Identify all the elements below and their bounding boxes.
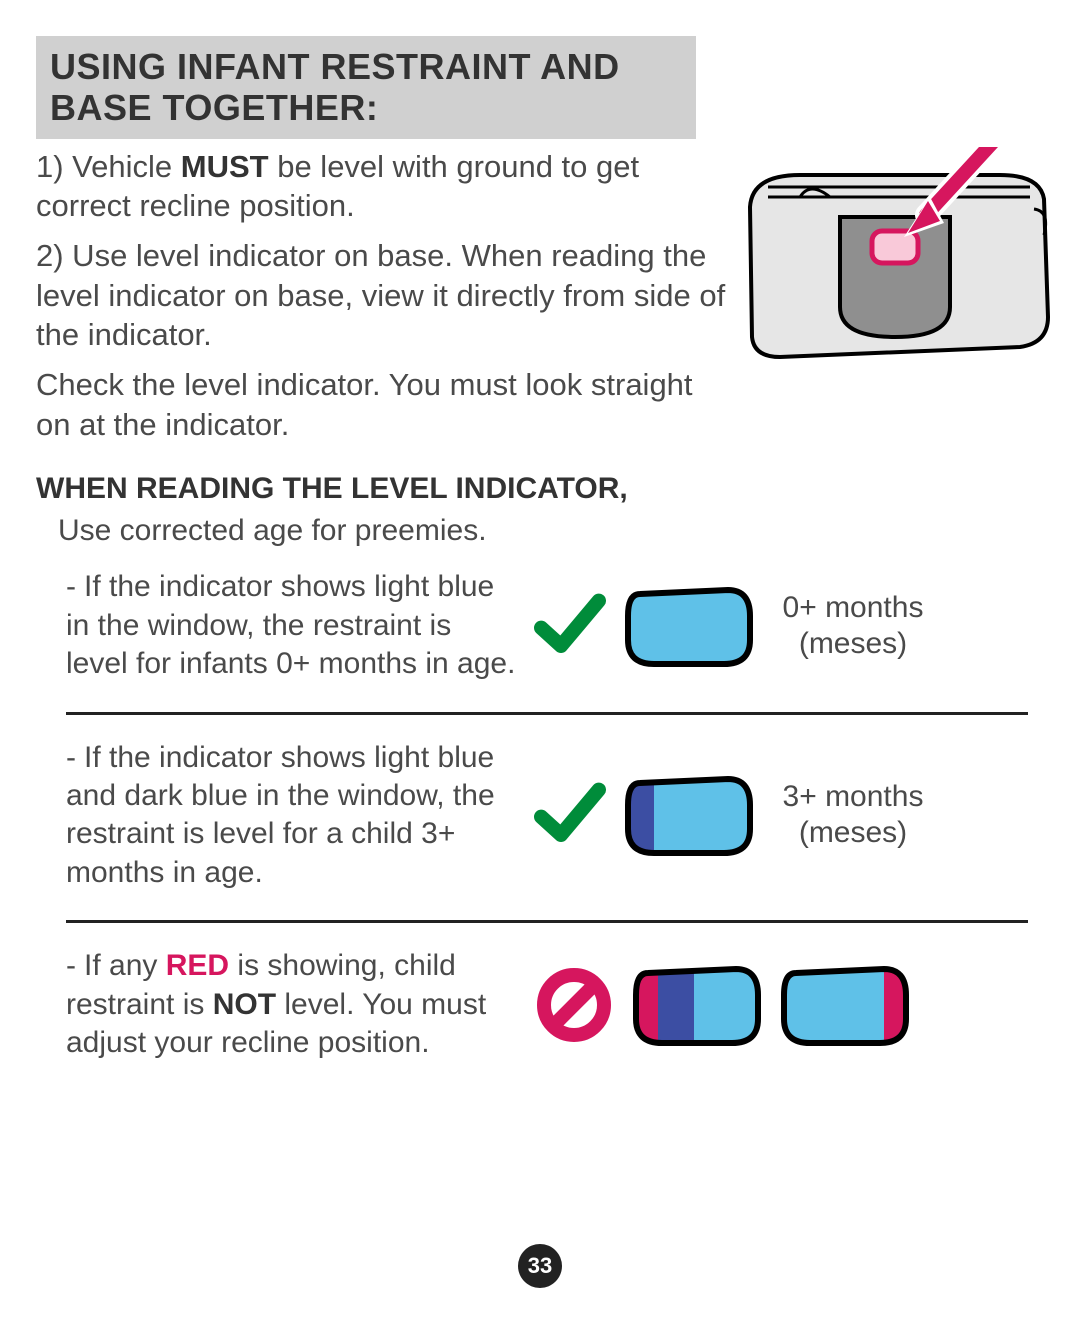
row2-text: -If any RED is showing, child restraint … — [66, 947, 516, 1062]
step-2: 2) Use level indicator on base. When rea… — [36, 236, 726, 355]
indicator-window-red-right — [780, 961, 910, 1049]
indicator-window-light-dark-blue — [624, 771, 754, 859]
divider — [66, 920, 1028, 923]
indicator-row-3plus: -If the indicator shows light blue and d… — [36, 733, 1044, 907]
row1-text: -If the indicator shows light blue and d… — [66, 739, 516, 893]
row0-months: 0+ months (meses) — [772, 590, 934, 662]
page-number: 33 — [528, 1253, 552, 1279]
indicator-row-0plus: -If the indicator shows light blue in th… — [36, 562, 1044, 697]
step-1: 1) Vehicle MUST be level with ground to … — [36, 147, 726, 226]
step1-pre: 1) Vehicle — [36, 149, 181, 184]
section-title-box: USING INFANT RESTRAINT AND BASE TOGETHER… — [36, 36, 696, 139]
preemie-note: Use corrected age for preemies. — [58, 514, 1044, 548]
row0-text: -If the indicator shows light blue in th… — [66, 568, 516, 683]
check-icon — [534, 590, 606, 662]
intro-block: 1) Vehicle MUST be level with ground to … — [36, 147, 1044, 445]
indicator-row-red: -If any RED is showing, child restraint … — [36, 941, 1044, 1076]
step1-bold: MUST — [181, 149, 269, 184]
row1-months: 3+ months (meses) — [772, 779, 934, 851]
check-icon — [534, 779, 606, 851]
base-diagram — [740, 147, 1056, 377]
step-3: Check the level indicator. You must look… — [36, 365, 726, 444]
divider — [66, 712, 1028, 715]
section-title: USING INFANT RESTRAINT AND BASE TOGETHER… — [50, 46, 682, 129]
subheading: WHEN READING THE LEVEL INDICATOR, — [36, 472, 1044, 506]
indicator-window-red-left — [632, 961, 762, 1049]
prohibit-icon — [534, 965, 614, 1045]
indicator-window-lightblue — [624, 582, 754, 670]
page-number-badge: 33 — [518, 1244, 562, 1288]
intro-text: 1) Vehicle MUST be level with ground to … — [36, 147, 726, 445]
